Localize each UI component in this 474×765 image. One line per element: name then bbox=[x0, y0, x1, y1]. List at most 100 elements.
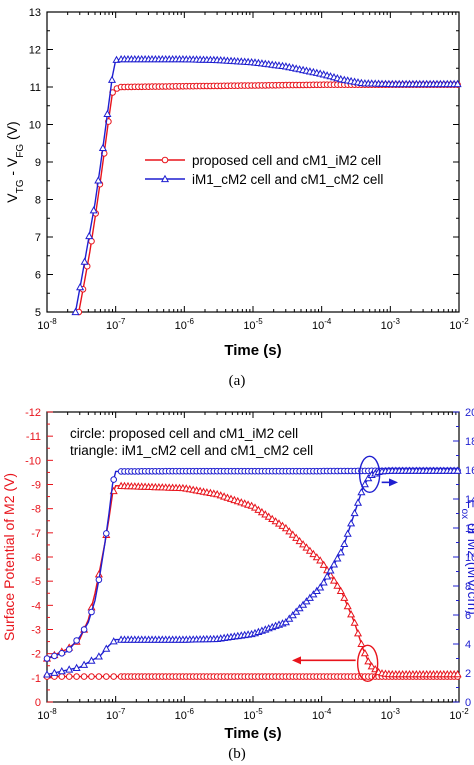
legend-marker bbox=[160, 174, 170, 183]
data-point bbox=[254, 505, 263, 513]
chart-b-series-lines bbox=[42, 466, 462, 680]
data-point bbox=[336, 548, 345, 556]
data-point bbox=[58, 650, 66, 657]
data-point bbox=[353, 498, 363, 506]
left-y-tick-label: -1 bbox=[31, 673, 41, 685]
data-point bbox=[316, 556, 325, 564]
data-point bbox=[364, 657, 373, 665]
x-tick-label: 10-8 bbox=[37, 317, 57, 332]
left-y-tick-label: -12 bbox=[25, 407, 41, 419]
data-point bbox=[343, 601, 352, 610]
data-point bbox=[50, 668, 59, 676]
x-tick-label: 10-6 bbox=[175, 317, 195, 332]
data-point bbox=[343, 529, 352, 537]
chart-a-series-lines bbox=[71, 54, 462, 316]
data-point bbox=[94, 176, 103, 184]
y-tick-label: 13 bbox=[29, 7, 41, 19]
data-point bbox=[326, 566, 335, 574]
right-y-tick-label: 18 bbox=[465, 436, 474, 448]
chart-a-y-axis-label: VTG - VFG (V) bbox=[4, 121, 26, 202]
data-point bbox=[71, 307, 80, 316]
data-point bbox=[312, 553, 321, 561]
data-point bbox=[103, 673, 110, 680]
left-y-tick-label: -6 bbox=[31, 552, 41, 564]
data-point bbox=[329, 576, 339, 584]
chart-a-axis-ticks: 10-8 10-7 10-6 10-5 10-4 10-3 10-2 5 6 7 8 9 10 11 12 1… bbox=[29, 7, 469, 332]
x-tick-label: 10-5 bbox=[243, 317, 263, 332]
data-point bbox=[103, 109, 112, 117]
data-point bbox=[73, 673, 80, 680]
data-point bbox=[98, 143, 107, 151]
right-y-tick-label: 4 bbox=[465, 639, 471, 651]
data-point bbox=[89, 206, 98, 214]
data-point bbox=[80, 660, 89, 668]
chart-b-x-axis-label: Time (s) bbox=[224, 725, 281, 742]
data-point bbox=[281, 617, 290, 626]
data-point bbox=[268, 514, 277, 522]
data-point bbox=[316, 583, 325, 591]
x-tick-label: 10-3 bbox=[381, 317, 401, 332]
left-y-tick-label: 0 bbox=[35, 697, 41, 709]
data-point bbox=[285, 527, 294, 535]
series-line bbox=[46, 470, 459, 660]
data-point bbox=[302, 597, 311, 605]
y-tick-label: 6 bbox=[35, 270, 41, 282]
x-tick-label: 10-7 bbox=[106, 317, 126, 332]
caption-b: (b) bbox=[228, 746, 246, 762]
left-y-tick-label: -2 bbox=[31, 649, 41, 661]
data-point bbox=[360, 648, 369, 657]
data-point bbox=[103, 530, 110, 537]
data-point bbox=[281, 523, 290, 532]
data-point bbox=[350, 618, 359, 626]
data-point bbox=[347, 519, 356, 527]
data-point bbox=[65, 646, 73, 653]
data-point bbox=[295, 603, 304, 612]
data-point bbox=[367, 662, 376, 670]
y-tick-label: 8 bbox=[35, 195, 41, 207]
data-point bbox=[76, 282, 85, 291]
left-y-tick-label: -11 bbox=[26, 431, 41, 443]
data-point bbox=[302, 543, 311, 551]
data-point bbox=[292, 607, 301, 615]
data-point bbox=[309, 549, 318, 558]
data-point bbox=[319, 578, 328, 586]
data-point bbox=[95, 576, 103, 584]
data-point bbox=[58, 673, 66, 680]
data-point bbox=[88, 673, 95, 680]
data-point bbox=[295, 536, 304, 545]
data-point bbox=[109, 637, 118, 645]
data-point bbox=[340, 539, 349, 547]
data-point bbox=[360, 479, 369, 488]
data-point bbox=[278, 521, 287, 529]
legend-entry: iM1_cM2 cell and cM1_cM2 cell bbox=[192, 172, 383, 187]
x-tick-label: 10-8 bbox=[37, 707, 57, 722]
right-y-tick-label: 8 bbox=[465, 581, 471, 593]
annotation-text: circle: proposed cell and cM1_iM2 cell bbox=[70, 426, 298, 441]
data-point bbox=[305, 546, 314, 554]
data-point bbox=[94, 652, 103, 660]
data-point bbox=[288, 610, 297, 619]
data-point bbox=[87, 656, 96, 664]
data-point bbox=[257, 507, 266, 516]
data-point bbox=[453, 466, 462, 474]
data-point bbox=[80, 257, 89, 265]
chart-b-left-axis-label: Surface Potential of M2 (V) bbox=[1, 473, 17, 641]
data-point bbox=[347, 610, 356, 618]
data-point bbox=[271, 517, 280, 525]
data-point bbox=[95, 673, 103, 680]
red-arrow-head bbox=[292, 656, 301, 665]
data-point bbox=[357, 487, 366, 496]
data-point bbox=[288, 530, 297, 538]
x-tick-label: 10-2 bbox=[449, 707, 469, 722]
left-y-tick-label: -9 bbox=[31, 480, 41, 492]
left-y-tick-label: -4 bbox=[31, 600, 41, 612]
data-point bbox=[357, 639, 366, 647]
data-point bbox=[57, 666, 66, 675]
data-point bbox=[329, 560, 339, 568]
data-point bbox=[110, 476, 117, 483]
data-point bbox=[51, 652, 58, 660]
data-point bbox=[80, 626, 88, 633]
y-tick-label: 5 bbox=[35, 307, 41, 319]
left-y-tick-label: -7 bbox=[31, 528, 41, 540]
